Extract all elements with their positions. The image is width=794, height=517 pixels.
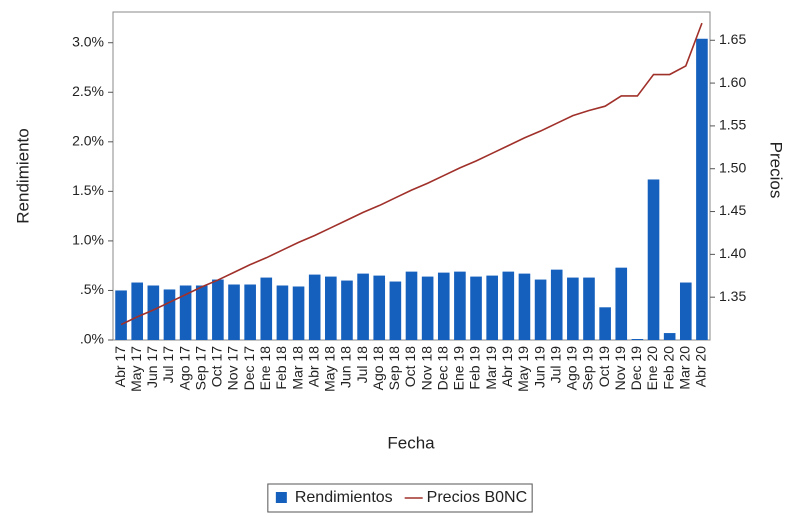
x-tick-label: Jul 19 bbox=[547, 346, 563, 384]
bar bbox=[276, 285, 289, 340]
bar bbox=[373, 275, 386, 340]
x-tick-label: Nov 19 bbox=[612, 346, 628, 391]
y2-axis-title: Precios bbox=[767, 142, 786, 199]
x-tick-label: Sep 18 bbox=[386, 346, 402, 391]
bar bbox=[260, 277, 273, 340]
x-tick-label: Mar 19 bbox=[483, 346, 499, 390]
y2-tick-label: 1.55 bbox=[719, 117, 746, 133]
x-tick-label: Jul 17 bbox=[160, 346, 176, 384]
bar bbox=[454, 271, 466, 340]
x-tick-label: Abr 18 bbox=[305, 346, 321, 387]
bar bbox=[421, 276, 434, 340]
x-tick-label: Ene 18 bbox=[257, 346, 273, 391]
x-tick-label: Mar 18 bbox=[289, 346, 305, 390]
x-tick-label: Ago 18 bbox=[370, 346, 386, 391]
x-tick-label: Jun 19 bbox=[531, 346, 547, 388]
bar bbox=[228, 284, 240, 340]
x-tick-label: Ene 19 bbox=[451, 346, 467, 391]
bar bbox=[502, 271, 515, 340]
bar bbox=[292, 286, 305, 340]
bar bbox=[244, 284, 256, 340]
x-tick-label: Sep 17 bbox=[192, 346, 208, 391]
bar bbox=[437, 272, 450, 340]
y-tick-label: 1.5% bbox=[72, 182, 104, 198]
y2-tick-label: 1.40 bbox=[719, 245, 746, 261]
x-tick-label: Oct 17 bbox=[209, 346, 225, 387]
bar bbox=[115, 290, 127, 340]
x-tick-label: Sep 19 bbox=[580, 346, 596, 391]
bar bbox=[615, 267, 628, 340]
bar bbox=[147, 285, 160, 340]
bar bbox=[212, 279, 224, 340]
y-tick-label: 2.5% bbox=[72, 83, 104, 99]
legend-label: Precios B0NC bbox=[427, 489, 527, 506]
bar bbox=[325, 276, 337, 340]
bar bbox=[486, 275, 498, 340]
x-tick-label: May 17 bbox=[128, 346, 144, 392]
y2-tick-label: 1.45 bbox=[719, 202, 746, 218]
x-tick-label: Ene 20 bbox=[644, 346, 660, 391]
x-tick-label: Nov 18 bbox=[418, 346, 434, 391]
y-tick-label: 1.0% bbox=[72, 232, 104, 248]
x-tick-label: Jun 18 bbox=[338, 346, 354, 388]
x-tick-label: May 18 bbox=[322, 346, 338, 392]
x-tick-label: Ago 17 bbox=[176, 346, 192, 391]
y2-tick-label: 1.65 bbox=[719, 31, 746, 47]
y-tick-label: .5% bbox=[80, 281, 104, 297]
bar bbox=[389, 281, 402, 340]
bar bbox=[696, 38, 708, 341]
bar bbox=[195, 285, 208, 340]
y-tick-label: .0% bbox=[80, 331, 104, 347]
x-tick-label: Jun 17 bbox=[144, 346, 160, 388]
bar bbox=[583, 277, 595, 340]
line bbox=[120, 22, 703, 326]
legend-box bbox=[267, 483, 533, 513]
x-tick-label: May 19 bbox=[515, 346, 531, 392]
x-tick-label: Dec 17 bbox=[241, 346, 257, 391]
x-tick-label: Ago 19 bbox=[564, 346, 580, 391]
bar bbox=[567, 277, 579, 340]
bar bbox=[131, 282, 144, 340]
bar bbox=[663, 333, 676, 340]
x-tick-label: Jul 18 bbox=[354, 346, 370, 384]
y2-tick-label: 1.50 bbox=[719, 159, 746, 175]
bar bbox=[534, 279, 547, 340]
bar bbox=[341, 280, 353, 340]
x-tick-label: Abr 19 bbox=[499, 346, 515, 387]
y-tick-label: 2.0% bbox=[72, 133, 104, 149]
bar bbox=[163, 289, 176, 340]
y2-tick-label: 1.60 bbox=[719, 74, 746, 90]
x-tick-label: Abr 17 bbox=[112, 346, 128, 387]
bar bbox=[679, 282, 692, 340]
bar bbox=[518, 273, 531, 340]
bar bbox=[631, 339, 644, 340]
x-tick-label: Feb 20 bbox=[660, 346, 676, 390]
bar bbox=[550, 269, 563, 340]
bar bbox=[405, 271, 418, 340]
bar bbox=[470, 276, 482, 340]
x-tick-label: Dec 19 bbox=[628, 346, 644, 391]
bar bbox=[308, 274, 321, 340]
x-tick-label: Feb 18 bbox=[273, 346, 289, 390]
legend-label: Rendimientos bbox=[295, 489, 393, 506]
legend: Rendimientos Precios B0NC bbox=[267, 483, 533, 513]
x-tick-label: Dec 18 bbox=[434, 346, 450, 391]
x-tick-label: Mar 20 bbox=[677, 346, 693, 390]
x-tick-label: Feb 19 bbox=[467, 346, 483, 390]
bar bbox=[357, 273, 369, 340]
x-tick-label: Oct 19 bbox=[596, 346, 612, 387]
bar bbox=[179, 285, 192, 340]
y2-tick-label: 1.35 bbox=[719, 288, 746, 304]
x-axis-title: Fecha bbox=[387, 433, 435, 452]
bar bbox=[599, 307, 611, 340]
legend-swatch bbox=[275, 492, 287, 503]
bar bbox=[647, 179, 660, 340]
x-tick-label: Oct 18 bbox=[402, 346, 418, 387]
x-tick-label: Abr 20 bbox=[693, 346, 709, 387]
y-axis-title: Rendimiento bbox=[13, 128, 32, 223]
x-tick-label: Nov 17 bbox=[225, 346, 241, 391]
y-tick-label: 3.0% bbox=[72, 33, 104, 49]
